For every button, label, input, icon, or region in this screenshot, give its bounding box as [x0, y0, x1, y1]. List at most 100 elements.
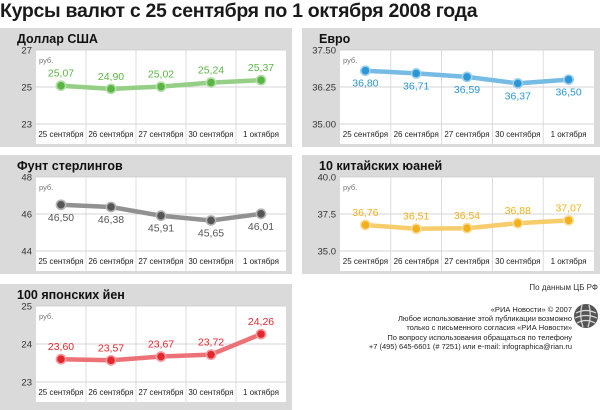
y-tick-label: 23 [21, 120, 32, 131]
data-point [155, 351, 167, 362]
unit-label: руб. [343, 183, 357, 192]
credits-line: «РИА Новости» © 2007 [490, 305, 572, 314]
x-tick-label: 1 октября [551, 130, 587, 139]
x-tick-label: 26 сентября [394, 257, 439, 266]
data-label: 36,59 [454, 84, 480, 96]
x-tick-label: 30 сентября [495, 130, 540, 139]
y-tick-label: 46 [21, 210, 32, 221]
data-label: 36,71 [403, 80, 429, 92]
chart-title: Доллар США [17, 32, 98, 46]
data-point [55, 199, 67, 211]
unit-label: руб. [39, 312, 53, 321]
plot-area [36, 50, 286, 144]
x-tick-label: 25 сентября [343, 257, 388, 266]
data-label: 46,38 [98, 214, 124, 226]
x-tick-label: 25 сентября [38, 388, 83, 397]
page-title: Курсы валют с 25 сентября по 1 октября 2… [0, 0, 478, 22]
chart-panel-eur: Евро 37.50 36.25 35.00 руб. 25 сентября 26 сен… [302, 28, 600, 147]
y-tick-label: 40.0 [318, 173, 337, 184]
data-label: 36,54 [454, 210, 480, 222]
x-tick-label: 27 сентября [138, 388, 183, 397]
y-tick-label: 27 [21, 46, 32, 57]
data-point [55, 353, 67, 365]
data-label: 36,76 [352, 207, 378, 219]
data-label: 24,90 [98, 71, 124, 83]
ria-novosti-globe-icon [574, 304, 598, 328]
data-point [205, 215, 217, 226]
x-tick-label: 25 сентября [38, 257, 83, 266]
data-label: 36,88 [505, 205, 531, 217]
y-tick-label: 25 [21, 83, 32, 94]
y-tick-label: 23 [21, 378, 32, 389]
chart-title: Фунт стерлингов [17, 159, 123, 173]
data-label: 45,91 [148, 223, 174, 235]
data-label: 45,65 [198, 227, 224, 239]
data-point [105, 201, 117, 213]
data-label: 37,07 [555, 202, 581, 214]
x-tick-label: 1 октября [243, 257, 279, 266]
data-label: 23,67 [148, 339, 174, 351]
y-tick-label: 44 [21, 247, 32, 258]
y-tick-label: 35.0 [318, 247, 337, 258]
data-label: 36,80 [352, 78, 378, 90]
unit-label: руб. [39, 183, 53, 192]
data-label: 46,50 [48, 212, 74, 224]
data-point [360, 219, 371, 231]
credits-block: «РИА Новости» © 2007 Любое использование… [300, 305, 572, 351]
data-point [155, 210, 167, 222]
unit-label: руб. [39, 56, 53, 65]
data-label: 25,02 [148, 69, 174, 81]
x-tick-label: 1 октября [243, 388, 279, 397]
data-label: 36,37 [505, 90, 531, 102]
chart-title: 10 китайских юаней [319, 159, 442, 173]
x-tick-label: 30 сентября [188, 130, 233, 139]
data-label: 23,57 [98, 342, 124, 354]
data-point [360, 65, 371, 77]
data-label: 23,72 [198, 337, 224, 349]
y-tick-label: 37.5 [318, 210, 337, 221]
data-label: 24,26 [248, 316, 274, 328]
data-label: 46,01 [248, 221, 274, 233]
data-label: 25,07 [48, 68, 74, 80]
y-tick-label: 36.25 [312, 83, 336, 94]
x-tick-label: 26 сентября [88, 388, 133, 397]
plot-area [340, 50, 594, 144]
y-tick-label: 24 [21, 340, 32, 351]
chart-panel-cny: 10 китайских юаней 40.0 37.5 35.0 руб. 25 сен… [302, 155, 600, 274]
data-label: 23,60 [48, 341, 74, 353]
data-point [255, 74, 267, 86]
x-tick-label: 27 сентября [138, 130, 183, 139]
data-point [255, 328, 267, 340]
y-tick-label: 37.50 [312, 46, 336, 57]
y-tick-label: 48 [21, 173, 32, 184]
x-tick-label: 30 сентября [495, 257, 540, 266]
data-point [105, 354, 117, 366]
data-point [512, 217, 524, 229]
data-point [410, 223, 422, 235]
x-tick-label: 26 сентября [394, 130, 439, 139]
chart-panel-jpy: 100 японских йен 25 24 23 руб. 25 сентября 26 … [0, 284, 292, 410]
chart-title: Евро [319, 32, 351, 46]
data-label: 25,24 [198, 65, 224, 77]
y-tick-label: 25 [21, 302, 32, 313]
unit-label: руб. [343, 56, 357, 65]
credits-line: только с письменного согласия «РИА Новос… [406, 323, 572, 333]
chart-panel-usd: Доллар США 27 25 23 руб. 25 сентября 26 сентяб… [0, 28, 292, 147]
data-point [461, 222, 473, 234]
credits-line: По вопросу использования обращаться по т… [387, 332, 572, 342]
chart-panel-gbp: Фунт стерлингов 48 46 44 руб. 25 сентября 26 с… [0, 155, 292, 274]
x-tick-label: 25 сентября [343, 130, 388, 139]
x-tick-label: 1 октября [551, 257, 587, 266]
data-point [512, 78, 524, 89]
data-point [461, 71, 473, 83]
x-tick-label: 27 сентября [138, 257, 183, 266]
data-label: 36,51 [403, 211, 429, 223]
x-tick-label: 26 сентября [88, 257, 133, 266]
source-note: По данным ЦБ РФ [529, 283, 598, 292]
x-tick-label: 30 сентября [188, 257, 233, 266]
